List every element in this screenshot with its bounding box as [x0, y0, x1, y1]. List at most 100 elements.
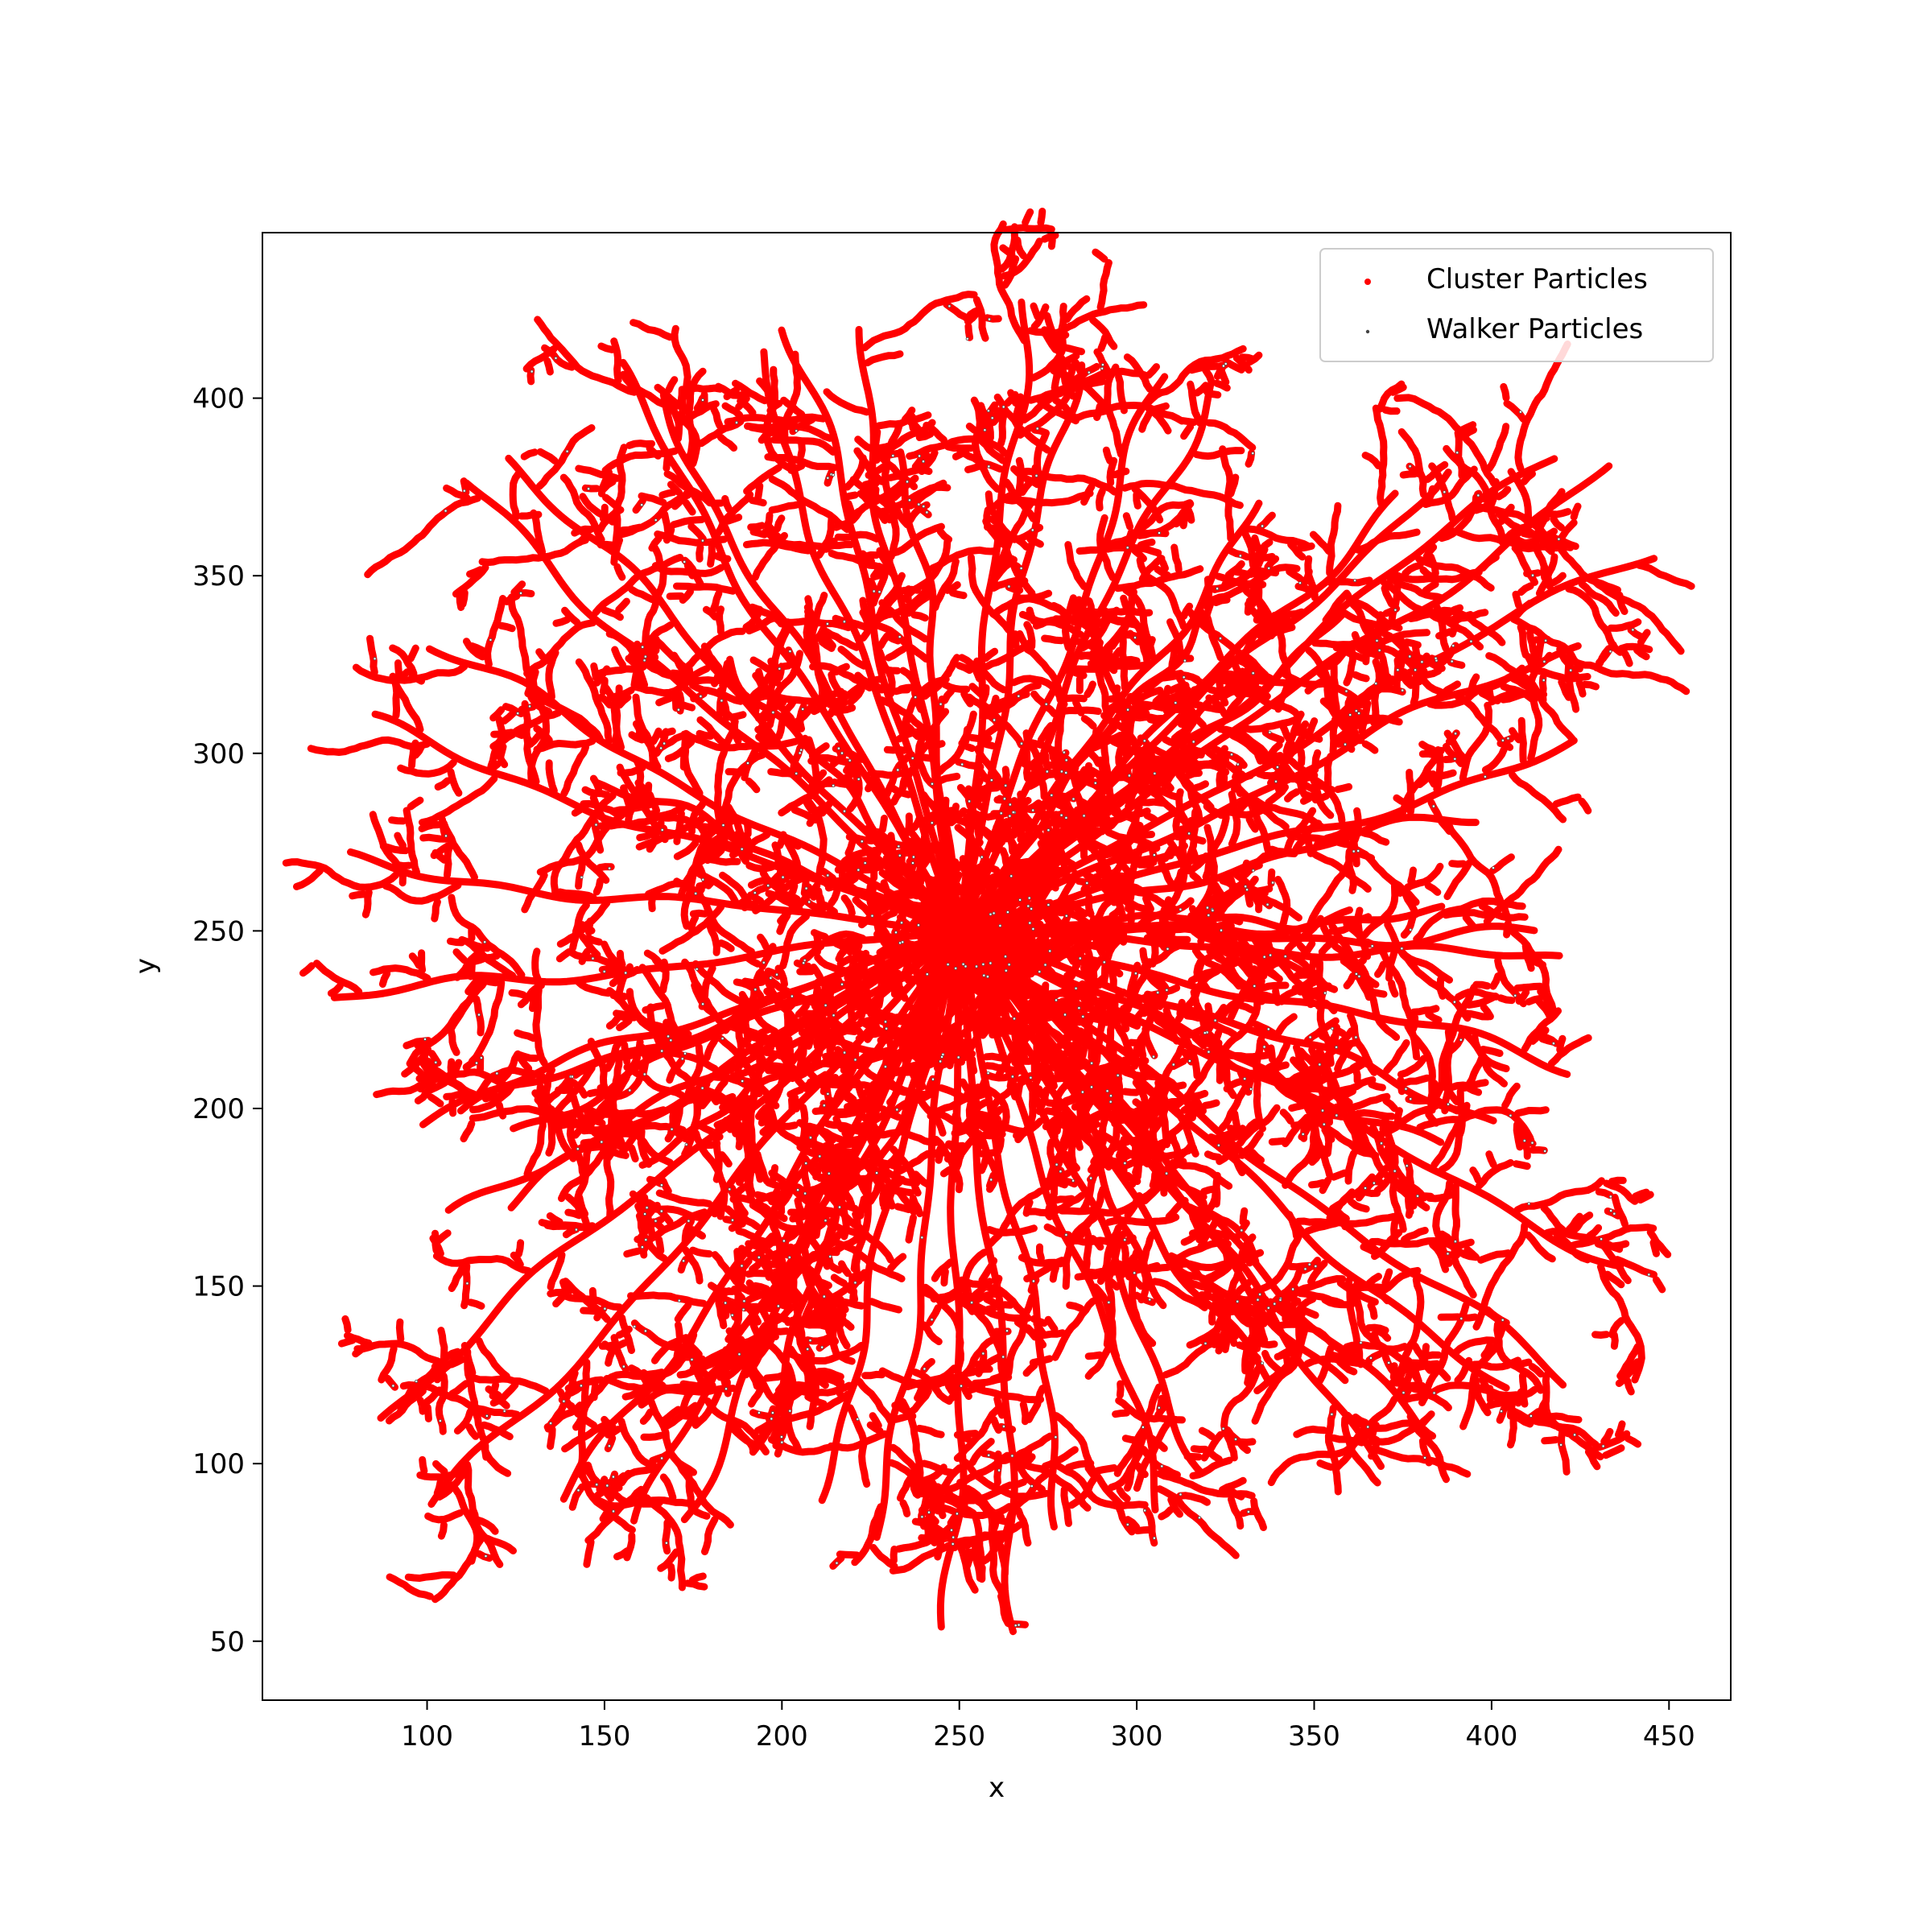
- walker-particle: [485, 1414, 489, 1418]
- cluster-branch: [1003, 1294, 1036, 1381]
- cluster-branch: [1105, 734, 1162, 770]
- walker-particle: [1608, 1195, 1612, 1199]
- walker-particle: [1081, 1014, 1085, 1018]
- cluster-branch: [1395, 653, 1408, 677]
- cluster-branch: [1471, 1372, 1492, 1417]
- cluster-branch: [1314, 827, 1390, 848]
- cluster-branch: [1407, 1025, 1421, 1061]
- cluster-branch: [1124, 1171, 1141, 1185]
- walker-particle: [907, 498, 911, 502]
- cluster-branch: [1166, 671, 1271, 700]
- walker-particle: [1171, 1063, 1175, 1067]
- cluster-branch: [1424, 667, 1443, 679]
- cluster-branch: [920, 1321, 943, 1346]
- cluster-branch: [1123, 1017, 1141, 1030]
- cluster-branch: [1436, 976, 1447, 1000]
- cluster-branch: [1558, 1429, 1571, 1476]
- walker-particle: [1266, 1027, 1270, 1031]
- cluster-branch: [699, 895, 755, 956]
- walker-particle: [1344, 742, 1348, 746]
- cluster-branch: [958, 654, 983, 683]
- cluster-branch: [1402, 561, 1424, 577]
- walker-particle: [1357, 712, 1361, 716]
- cluster-branch: [514, 1029, 538, 1042]
- cluster-branch: [899, 1499, 911, 1517]
- cluster-branch: [1460, 426, 1477, 440]
- cluster-branch: [1116, 1486, 1131, 1503]
- walker-particle: [628, 1088, 632, 1092]
- cluster-branch: [1146, 1249, 1265, 1273]
- cluster-branch: [1129, 958, 1154, 1001]
- cluster-branch: [766, 1405, 777, 1423]
- cluster-branch: [1180, 423, 1195, 440]
- cluster-branch: [867, 1172, 887, 1205]
- cluster-branch: [1377, 685, 1406, 696]
- cluster-branch: [964, 1365, 993, 1377]
- walker-particle: [608, 866, 612, 870]
- cluster-branch: [1376, 380, 1406, 413]
- cluster-branch: [804, 883, 818, 901]
- cluster-branch: [687, 522, 707, 543]
- cluster-branch: [878, 815, 888, 833]
- cluster-branch: [998, 823, 1018, 850]
- cluster-branch: [1180, 817, 1195, 834]
- cluster-branch: [842, 1191, 856, 1208]
- cluster-branch: [1476, 1158, 1514, 1190]
- cluster-branch: [646, 643, 659, 662]
- cluster-branch: [1494, 956, 1527, 1008]
- cluster-branch: [979, 915, 1001, 940]
- walker-particle: [1374, 682, 1378, 686]
- cluster-branch: [1183, 1012, 1203, 1022]
- cluster-branch: [885, 645, 907, 662]
- cluster-branch: [1019, 1401, 1030, 1426]
- cluster-branch: [1080, 715, 1097, 730]
- cluster-branch: [989, 410, 1005, 427]
- cluster-branch: [663, 1018, 680, 1053]
- cluster-branch: [1301, 791, 1319, 801]
- cluster-branch: [1003, 478, 1037, 522]
- cluster-branch: [1250, 1497, 1267, 1531]
- walker-particle: [1354, 709, 1358, 713]
- cluster-branch: [578, 921, 596, 935]
- walker-particle: [612, 1509, 616, 1513]
- cluster-branch: [922, 1283, 964, 1374]
- cluster-branch: [749, 656, 772, 673]
- walker-particle: [964, 964, 968, 968]
- cluster-branch: [555, 948, 573, 963]
- walker-particle: [654, 518, 658, 522]
- cluster-branch: [717, 1097, 737, 1106]
- cluster-branch: [1422, 465, 1478, 508]
- walker-particle: [580, 875, 584, 879]
- cluster-branch: [663, 453, 671, 473]
- cluster-branch: [1432, 601, 1450, 652]
- cluster-branch: [389, 644, 418, 677]
- walker-particle: [875, 1171, 879, 1175]
- cluster-branch: [1438, 1088, 1466, 1174]
- cluster-branch: [1489, 853, 1515, 874]
- cluster-branch: [1245, 601, 1267, 625]
- cluster-branch: [882, 975, 894, 993]
- walker-particle: [1344, 689, 1348, 693]
- cluster-branch: [732, 1422, 758, 1452]
- cluster-branch: [1267, 1436, 1362, 1487]
- walker-particle: [438, 1419, 442, 1423]
- cluster-branch: [949, 877, 970, 903]
- cluster-branch: [1075, 638, 1099, 652]
- cluster-branch: [977, 402, 994, 442]
- cluster-branch: [650, 1218, 667, 1233]
- cluster-branch: [729, 390, 748, 399]
- cluster-branch: [774, 539, 855, 551]
- walker-particle: [1165, 1171, 1169, 1175]
- cluster-branch: [1624, 1377, 1635, 1396]
- cluster-branch: [484, 595, 507, 668]
- cluster-branch: [1304, 1218, 1344, 1235]
- cluster-branch: [293, 867, 324, 890]
- cluster-branch: [1443, 859, 1473, 901]
- cluster-branch: [1064, 541, 1088, 590]
- cluster-branch: [1309, 530, 1333, 555]
- walker-particle: [917, 923, 921, 927]
- walker-particle: [1271, 881, 1275, 885]
- walker-particle: [956, 1055, 960, 1059]
- cluster-branch: [1351, 1092, 1391, 1111]
- cluster-branch: [1361, 452, 1382, 470]
